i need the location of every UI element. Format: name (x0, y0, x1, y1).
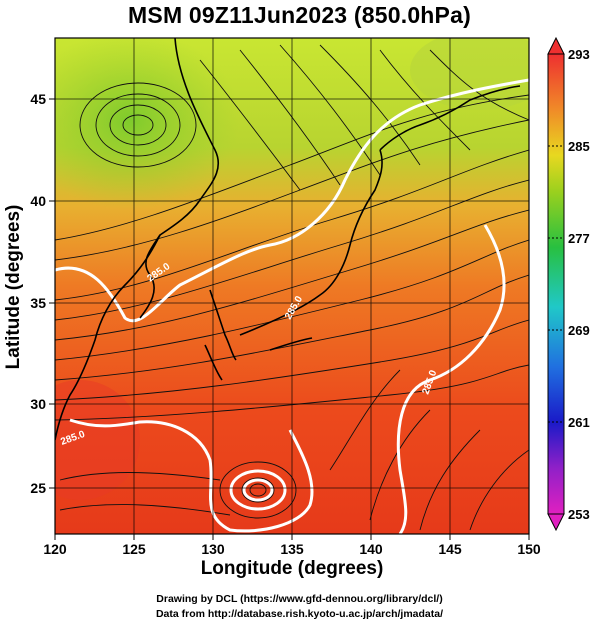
drawing-credit: Drawing by DCL (https://www.gfd-dennou.o… (156, 593, 443, 605)
streamlines (55, 44, 529, 531)
colorbar-label: 261 (568, 415, 590, 430)
x-tick-label: 130 (201, 541, 225, 557)
x-axis-ticks (54, 534, 530, 540)
x-tick-label: 150 (517, 541, 541, 557)
y-tick-label: 35 (30, 295, 46, 311)
colorbar: 293 285 277 269 261 253 (547, 36, 590, 532)
temperature-field: 285.0 285.0 285.0 285.0 (55, 38, 529, 534)
y-axis-ticks (49, 98, 55, 489)
x-tick-label: 125 (122, 541, 146, 557)
y-tick-label: 45 (30, 91, 46, 107)
x-tick-label: 120 (43, 541, 67, 557)
colorbar-label: 277 (568, 231, 590, 246)
y-tick-label: 30 (30, 396, 46, 412)
colorbar-bottom-arrow (547, 513, 565, 532)
x-tick-label: 145 (438, 541, 462, 557)
colorbar-label: 253 (568, 507, 590, 522)
colorbar-label: 293 (568, 47, 590, 62)
colorbar-label: 269 (568, 323, 590, 338)
graticule (55, 38, 529, 534)
x-tick-label: 140 (359, 541, 383, 557)
colorbar-label: 285 (568, 139, 590, 154)
x-tick-label: 135 (280, 541, 304, 557)
x-axis-label: Longitude (degrees) (200, 558, 384, 579)
map-title: MSM 09Z11Jun2023 (850.0hPa) (128, 2, 471, 28)
y-tick-label: 40 (30, 193, 46, 209)
data-credit: Data from http://database.rish.kyoto-u.a… (155, 608, 444, 620)
y-axis-label: Latitude (degrees) (3, 204, 24, 370)
y-tick-label: 25 (30, 480, 46, 496)
colorbar-top-arrow (547, 36, 565, 55)
isotherm-contours (55, 78, 529, 534)
